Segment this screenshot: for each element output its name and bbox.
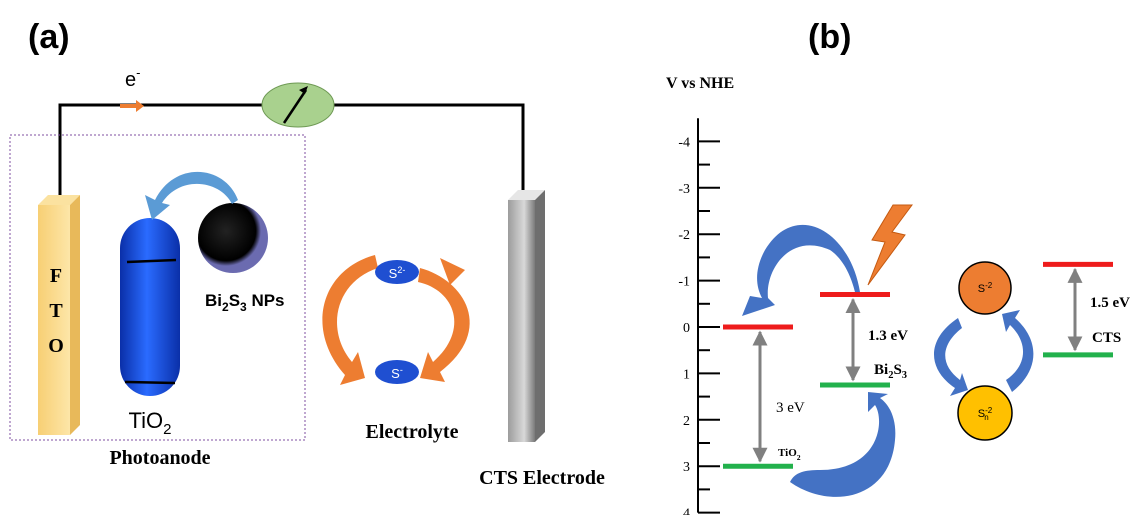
subscript: n (984, 413, 988, 422)
material-label: TiO2 (778, 447, 801, 462)
text-part: e (125, 69, 136, 91)
tick-label: -1 (678, 275, 690, 290)
meter (262, 83, 334, 127)
subscript: 3 (902, 370, 907, 381)
tick-label: -4 (678, 135, 690, 150)
text-part: CTS (1092, 330, 1121, 346)
text-part: TiO (129, 408, 164, 433)
electron-arrow (742, 225, 860, 316)
superscript: -2 (985, 281, 993, 290)
light-bolt (868, 205, 912, 285)
cts-electrode-label: CTS Electrode (479, 467, 605, 489)
text-part: S (978, 283, 985, 295)
electron-arrow (120, 100, 144, 112)
tick-label: 3 (683, 460, 690, 475)
fto-letter: O (48, 335, 64, 357)
text-part: S (389, 266, 398, 281)
fto-letter: T (49, 300, 63, 322)
material-label: Bi2S3 (874, 362, 907, 381)
cts-side (535, 190, 545, 442)
bi2s3-nanoparticle (198, 203, 268, 273)
panel-label: (a) (28, 18, 70, 56)
electrolyte-label: Electrolyte (366, 421, 459, 443)
tio2-label: TiO2 (129, 408, 172, 438)
text-part: Bi (874, 362, 888, 378)
subscript: 2 (163, 421, 171, 438)
redox-arrow (934, 318, 968, 396)
text-part: NPs (247, 291, 285, 310)
diagram: (a) e- F T O Bi2S3 NPs TiO2 Photoanode S… (0, 0, 1141, 515)
text-part: S (391, 366, 400, 381)
fto-side (70, 195, 80, 435)
tick-label: 4 (683, 507, 690, 515)
cycle-arrow (418, 268, 470, 382)
panel-label: (b) (808, 18, 851, 56)
tick-label: 0 (683, 321, 690, 336)
text-part: S (229, 291, 240, 310)
material-label: CTS (1092, 330, 1121, 346)
fto-letter: F (50, 265, 62, 287)
nps-label: Bi2S3 NPs (205, 291, 285, 314)
electron-arrow (790, 392, 895, 497)
axis-title: V vs NHE (666, 75, 734, 92)
tick-label: 1 (683, 367, 690, 382)
electron-label: e- (125, 65, 140, 91)
band-gap-label: 3 eV (776, 400, 805, 416)
particle-line (125, 382, 175, 383)
band-gap-label: 1.3 eV (868, 328, 908, 344)
text-part: TiO (778, 447, 797, 459)
superscript: - (136, 65, 140, 80)
tick-label: 2 (683, 414, 690, 429)
superscript: - (400, 365, 403, 375)
text-part: S (893, 362, 901, 378)
cts-electrode (508, 200, 535, 442)
band-gap-label: 1.5 eV (1090, 295, 1130, 311)
text-part: Bi (205, 291, 222, 310)
redox-arrow (1002, 310, 1033, 392)
superscript: 2- (397, 265, 405, 275)
photoanode-label: Photoanode (109, 447, 210, 469)
cycle-arrow (322, 255, 378, 385)
tick-label: -3 (678, 182, 690, 197)
tick-label: -2 (678, 228, 690, 243)
subscript: 2 (797, 453, 801, 462)
tio2-particle (120, 218, 180, 396)
